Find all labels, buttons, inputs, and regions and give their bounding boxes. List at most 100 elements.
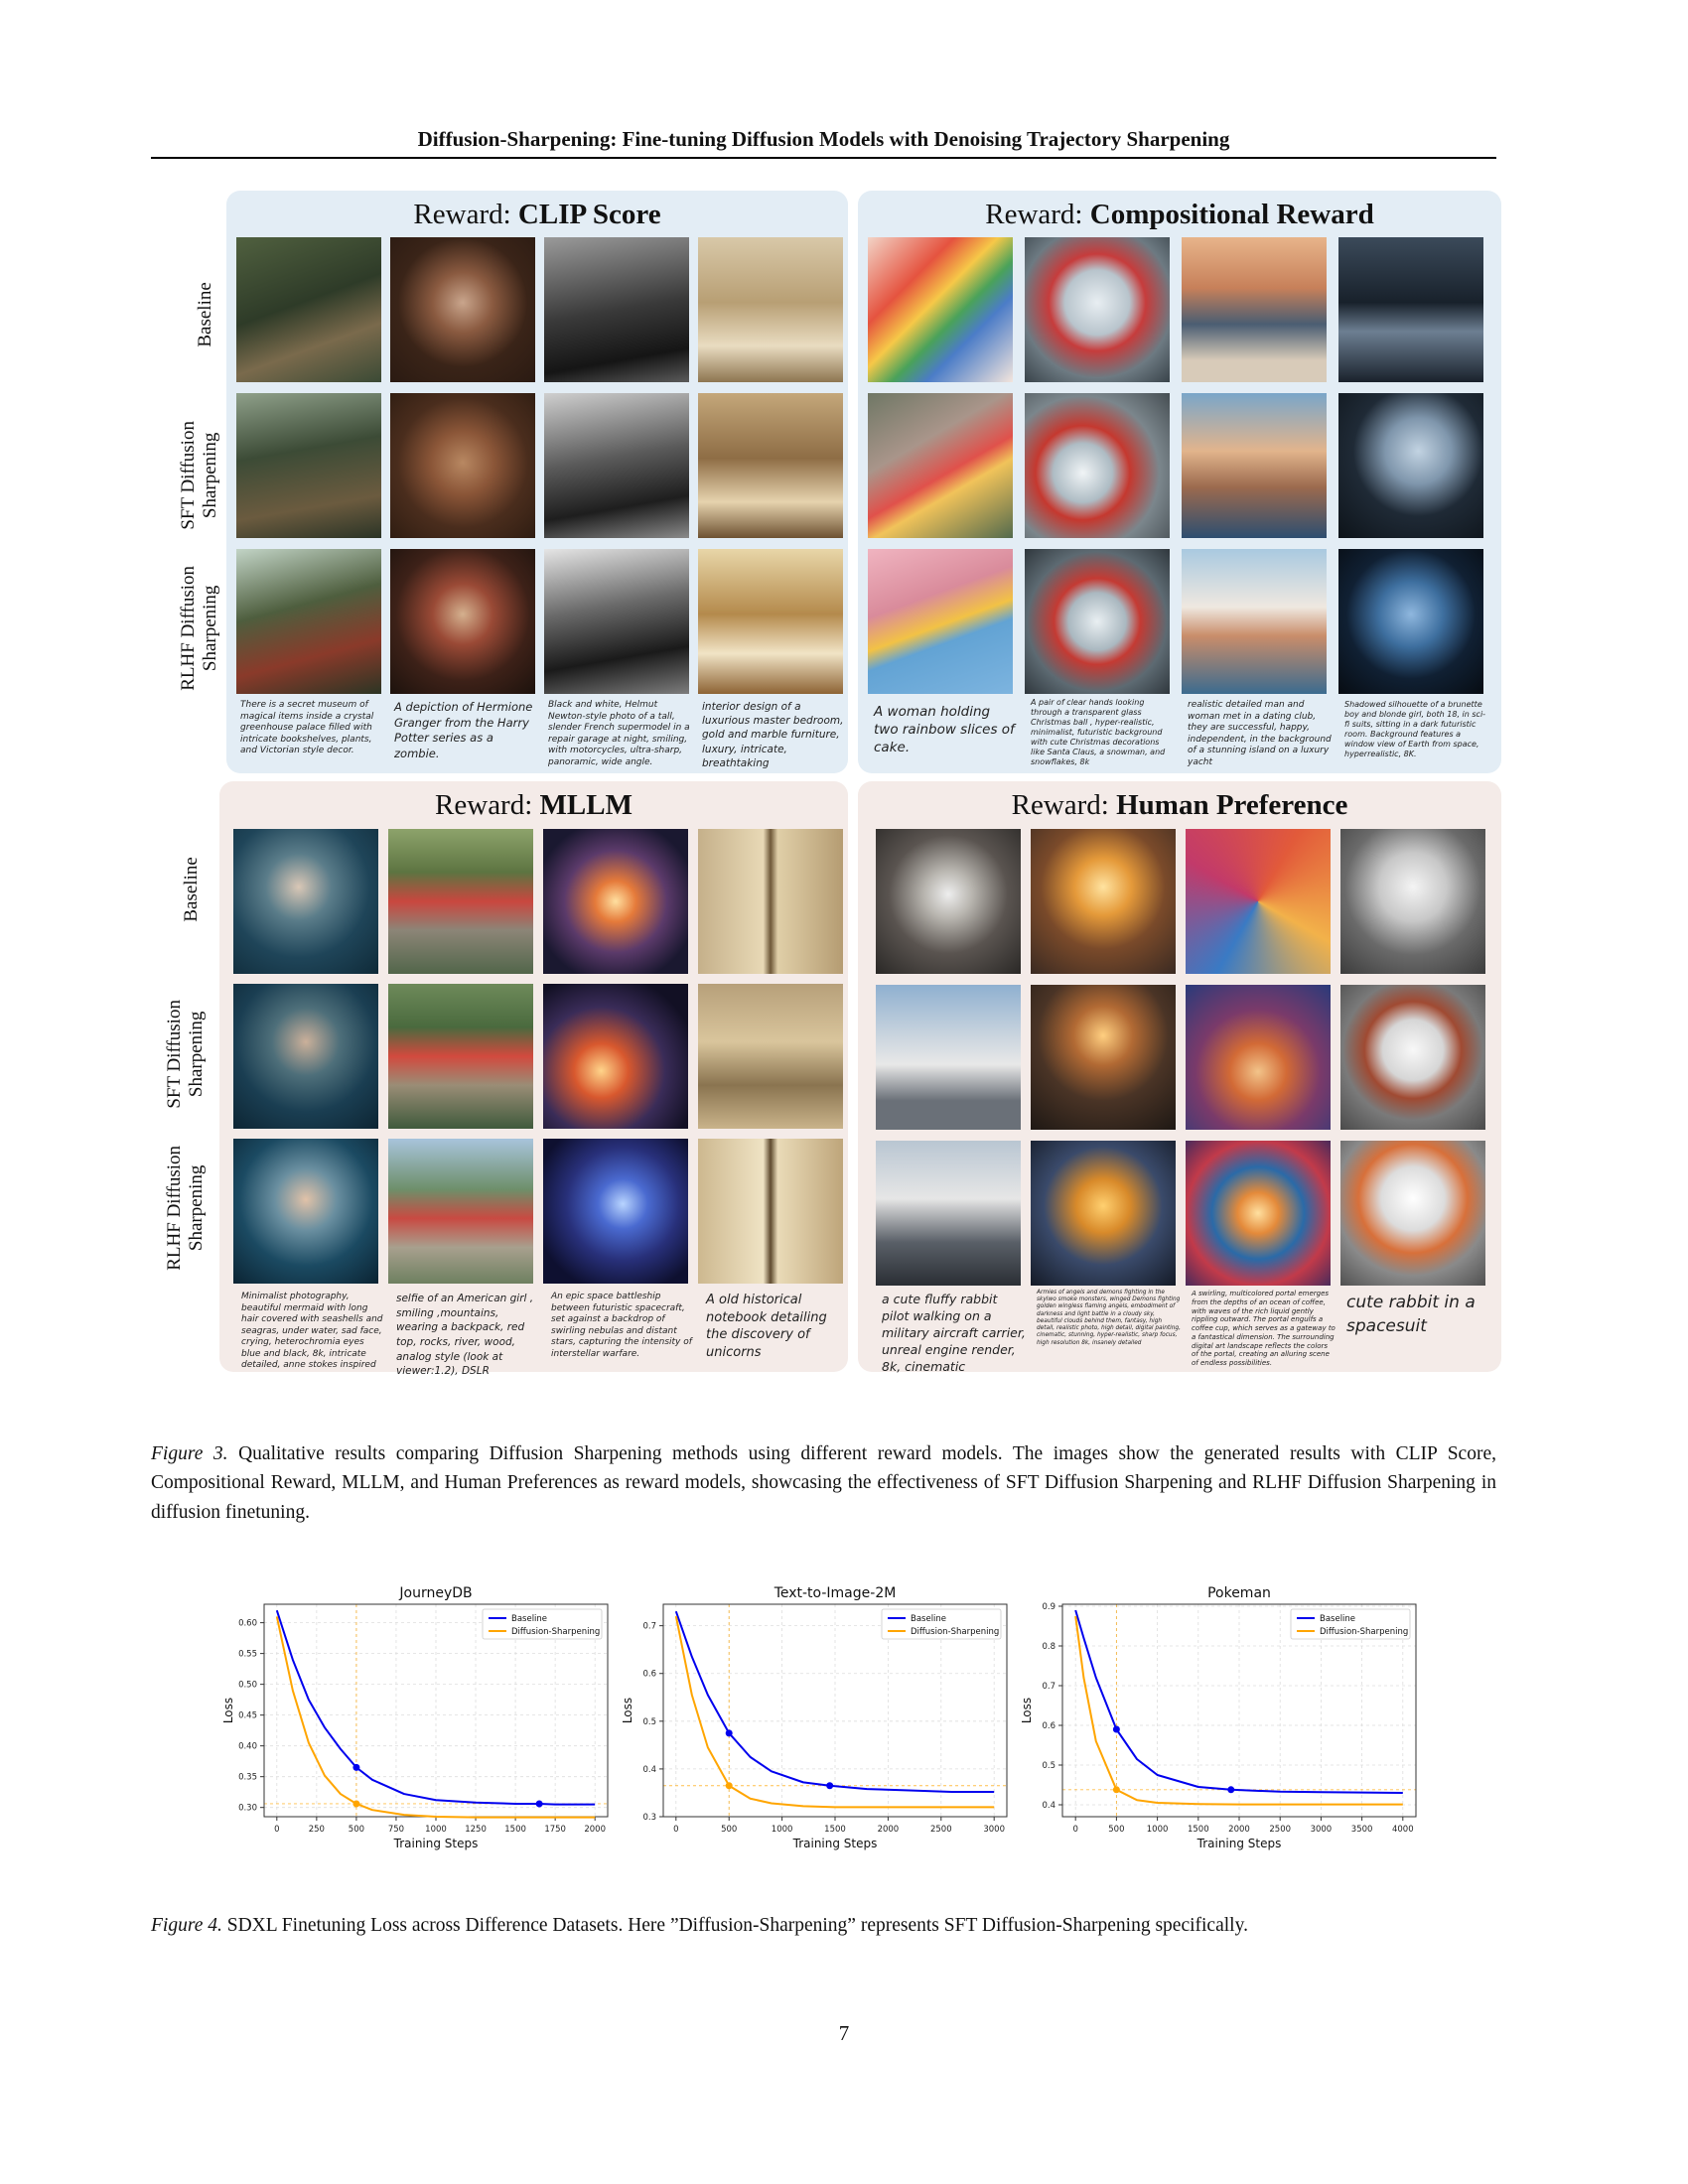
legend-entry: Diffusion-Sharpening	[511, 1627, 600, 1637]
prompt-text: A old historical notebook detailing the …	[706, 1293, 827, 1360]
data-point	[725, 1782, 733, 1790]
y-tick-label: 0.55	[238, 1650, 257, 1660]
data-point	[352, 1800, 360, 1808]
image-tile	[698, 984, 843, 1129]
prompt-text: selfie of an American girl , smiling ,mo…	[396, 1293, 534, 1378]
panel-mllm: Reward: MLLM Minimalist photography, bea…	[219, 781, 848, 1377]
y-tick-label: 0.60	[238, 1619, 257, 1629]
chart-text-to-image-2m: 0 500 1000 1500 2000 2500 3000 0.3 0.4 0.5 0.6 0.7 T…	[618, 1580, 1015, 1863]
image-tile	[233, 984, 378, 1129]
figure-3-caption: Figure 3. Qualitative results comparing …	[151, 1439, 1496, 1527]
image-tile	[1186, 985, 1331, 1130]
image-tile	[868, 549, 1013, 694]
chart-title: JourneyDB	[398, 1585, 472, 1601]
image-tile	[388, 1139, 533, 1284]
y-tick-label: 0.35	[238, 1773, 257, 1783]
reward-prefix: Reward:	[435, 789, 540, 821]
image-tile	[868, 237, 1013, 382]
panel-title: Reward: MLLM	[219, 789, 848, 822]
reward-name: Human Preference	[1116, 789, 1348, 821]
row-label-line: SFT Diffusion	[178, 421, 200, 530]
data-point	[1112, 1786, 1120, 1794]
image-tile	[233, 829, 378, 974]
x-tick-label: 2500	[930, 1825, 952, 1835]
row-label-rlhf-top: RLHF Diffusion Sharpening	[178, 554, 221, 703]
row-label-line: Sharpening	[200, 585, 220, 672]
image-tile	[544, 393, 689, 538]
image-tile	[236, 549, 381, 694]
reward-name: Compositional Reward	[1089, 199, 1374, 230]
y-tick-label: 0.4	[1042, 1801, 1055, 1811]
data-point	[1112, 1725, 1120, 1733]
y-tick-label: 0.6	[642, 1670, 656, 1680]
row-label-line: Sharpening	[186, 1011, 207, 1098]
x-tick-label: 500	[1108, 1825, 1124, 1835]
image-tile	[388, 984, 533, 1129]
image-tile	[876, 829, 1021, 974]
x-tick-label: 3000	[1311, 1825, 1333, 1835]
image-tile	[1182, 549, 1327, 694]
x-axis-label: Training Steps	[393, 1837, 479, 1850]
image-tile	[868, 393, 1013, 538]
x-tick-label: 1500	[1188, 1825, 1209, 1835]
reward-prefix: Reward:	[1011, 789, 1117, 821]
y-tick-label: 0.3	[642, 1813, 656, 1823]
x-axis-label: Training Steps	[792, 1837, 878, 1850]
x-tick-label: 1000	[425, 1825, 447, 1835]
image-tile	[698, 1139, 843, 1284]
title-rule	[151, 157, 1496, 159]
image-tile	[543, 984, 688, 1129]
x-tick-label: 2000	[584, 1825, 606, 1835]
series-line	[275, 1609, 596, 1806]
image-tile	[1025, 549, 1170, 694]
chart-title: Pokeman	[1207, 1585, 1271, 1601]
image-tile	[1031, 985, 1176, 1130]
y-tick-label: 0.50	[238, 1681, 257, 1691]
x-tick-label: 0	[673, 1825, 678, 1835]
loss-chart: 0 500 1000 1500 2000 2500 3000 0.3 0.4 0.5 0.6 0.7 T…	[621, 1585, 1008, 1850]
y-tick-label: 0.4	[642, 1765, 656, 1775]
prompt-text: There is a secret museum of magical item…	[240, 700, 374, 756]
prompt-text: cute rabbit in a spacesuit	[1346, 1293, 1476, 1336]
legend-box	[482, 1608, 603, 1640]
data-point	[352, 1763, 360, 1771]
image-tile	[1031, 1141, 1176, 1286]
chart-journeydb: 0 250 500 750 1000 1250 1500 1750 2000 0.30 0.35 0.…	[218, 1580, 616, 1863]
series-line	[275, 1616, 596, 1819]
x-tick-label: 0	[274, 1825, 279, 1835]
y-tick-label: 0.45	[238, 1711, 257, 1721]
row-label-rlhf-bottom: RLHF Diffusion Sharpening	[164, 1134, 208, 1283]
x-tick-label: 3500	[1351, 1825, 1373, 1835]
chart-pokeman: 0 500 1000 1500 2000 2500 3000 3500 4000 0.4 0.5 0.…	[1017, 1580, 1424, 1863]
row-label-baseline-bottom: Baseline	[181, 815, 203, 964]
x-tick-label: 1000	[1147, 1825, 1169, 1835]
prompt-text: a cute fluffy rabbit pilot walking on a …	[882, 1292, 1026, 1374]
image-tile	[544, 549, 689, 694]
row-label-line: Sharpening	[200, 432, 220, 519]
reward-prefix: Reward:	[985, 199, 1090, 230]
x-tick-label: 1750	[544, 1825, 566, 1835]
row-label-sft-top: SFT Diffusion Sharpening	[178, 401, 221, 550]
image-tile	[1340, 829, 1485, 974]
image-tile	[1338, 549, 1483, 694]
x-tick-label: 1500	[504, 1825, 526, 1835]
image-tile	[236, 393, 381, 538]
x-tick-label: 2000	[1228, 1825, 1250, 1835]
panel-title: Reward: CLIP Score	[226, 199, 848, 231]
image-tile	[698, 549, 843, 694]
x-tick-label: 750	[388, 1825, 404, 1835]
x-tick-label: 1250	[465, 1825, 487, 1835]
prompt-text: A woman holding two rainbow slices of ca…	[874, 704, 1015, 756]
prompt-text: Armies of angels and demons fighting in …	[1037, 1290, 1181, 1346]
caption-text: SDXL Finetuning Loss across Difference D…	[221, 1915, 1248, 1936]
row-label-sft-bottom: SFT Diffusion Sharpening	[164, 980, 208, 1129]
row-label-baseline-top: Baseline	[195, 240, 216, 389]
page-number: 7	[838, 2021, 850, 2045]
image-tile	[876, 1141, 1021, 1286]
image-tile	[698, 393, 843, 538]
y-tick-label: 0.5	[642, 1717, 656, 1727]
series-line	[1074, 1615, 1403, 1806]
x-tick-label: 500	[349, 1825, 364, 1835]
figure-label: Figure 3.	[151, 1443, 228, 1464]
image-tile	[544, 237, 689, 382]
